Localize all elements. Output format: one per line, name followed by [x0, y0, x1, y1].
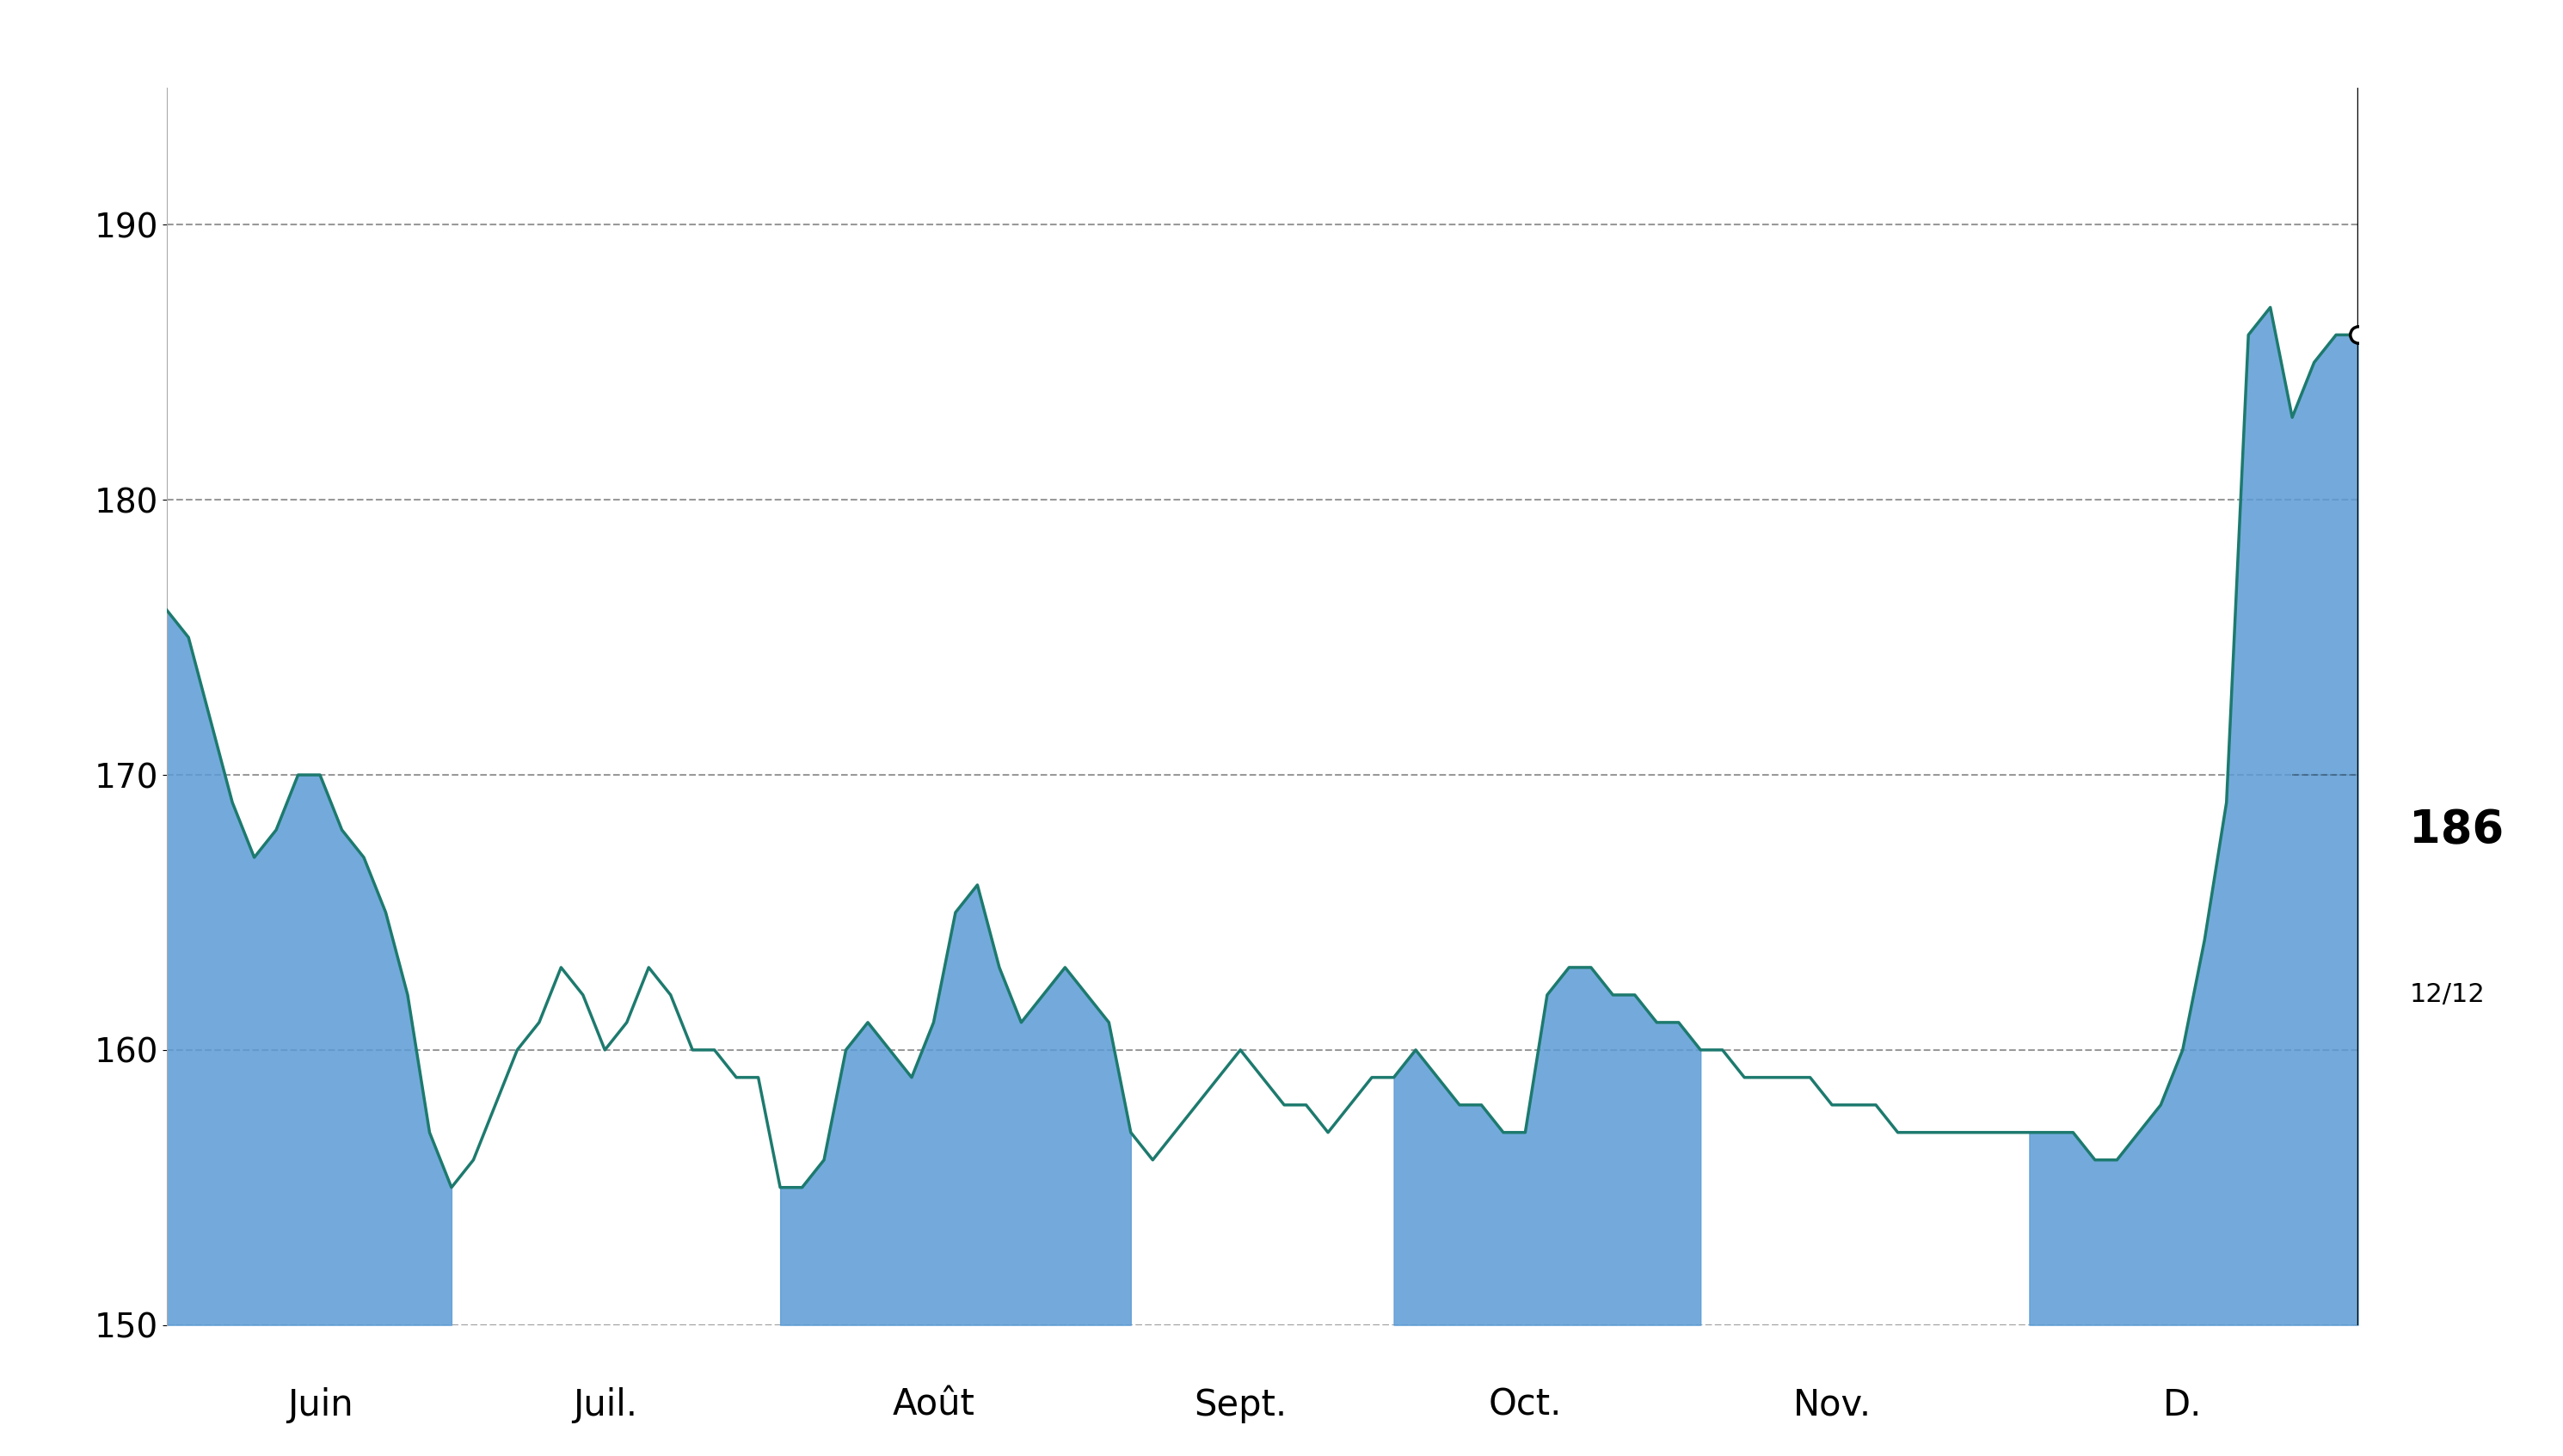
Text: 186: 186 — [2409, 808, 2504, 852]
Text: Oct.: Oct. — [1489, 1386, 1561, 1423]
Text: D.: D. — [2163, 1386, 2202, 1423]
Text: 12/12: 12/12 — [2409, 983, 2484, 1008]
Text: Nov.: Nov. — [1794, 1386, 1871, 1423]
Text: Juin: Juin — [287, 1386, 354, 1423]
Text: TotalEnergiesGabon: TotalEnergiesGabon — [933, 29, 1630, 90]
Text: Août: Août — [892, 1386, 974, 1423]
Text: Juil.: Juil. — [572, 1386, 638, 1423]
Text: Sept.: Sept. — [1194, 1386, 1287, 1423]
